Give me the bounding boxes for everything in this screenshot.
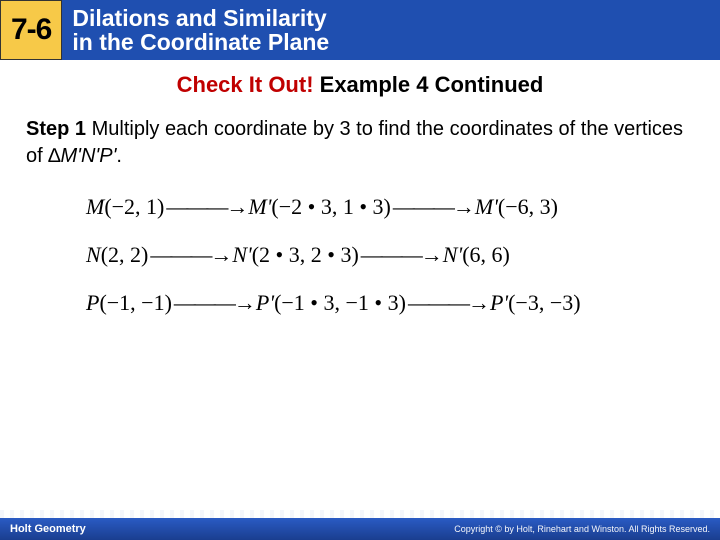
mid-var: N' (232, 242, 251, 267)
orig-coords: (2, 2) (101, 242, 149, 267)
lesson-number: 7-6 (11, 13, 51, 47)
step-body-1: Multiply each coordinate by 3 to find th… (26, 118, 683, 167)
orig-var: P (86, 290, 99, 315)
footer-copyright: Copyright © by Holt, Rinehart and Winsto… (454, 524, 710, 534)
slide-header: 7-6 Dilations and Similarity in the Coor… (0, 0, 720, 60)
example-subheading: Check It Out! Example 4 Continued (0, 72, 720, 98)
lesson-badge: 7-6 (0, 0, 62, 60)
step-text: Step 1 Multiply each coordinate by 3 to … (26, 116, 694, 170)
footer-pattern (0, 510, 720, 518)
mid-var: M' (248, 194, 271, 219)
lesson-title: Dilations and Similarity in the Coordina… (62, 0, 720, 60)
arrow-icon: ———→ (174, 290, 254, 315)
final-var: P' (490, 290, 508, 315)
arrow-icon: ———→ (408, 290, 488, 315)
orig-var: M (86, 194, 104, 219)
step-body-2: . (116, 145, 122, 167)
math-row: P(−1, −1)———→P'(−1 • 3, −1 • 3)———→P'(−3… (86, 290, 694, 316)
arrow-icon: ———→ (361, 242, 441, 267)
math-row: N(2, 2)———→N'(2 • 3, 2 • 3)———→N'(6, 6) (86, 242, 694, 268)
check-it-out-label: Check It Out! (177, 72, 314, 97)
arrow-icon: ———→ (150, 242, 230, 267)
math-row: M(−2, 1)———→M'(−2 • 3, 1 • 3)———→M'(−6, … (86, 194, 694, 220)
arrow-icon: ———→ (393, 194, 473, 219)
step-label: Step 1 (26, 118, 86, 140)
title-line-1: Dilations and Similarity (72, 6, 710, 30)
orig-coords: (−2, 1) (104, 194, 164, 219)
example-label: Example 4 Continued (314, 72, 544, 97)
footer-brand: Holt Geometry (10, 523, 86, 535)
orig-coords: (−1, −1) (99, 290, 171, 315)
orig-var: N (86, 242, 101, 267)
math-block: M(−2, 1)———→M'(−2 • 3, 1 • 3)———→M'(−6, … (26, 194, 694, 316)
content-area: Step 1 Multiply each coordinate by 3 to … (0, 98, 720, 316)
arrow-icon: ———→ (166, 194, 246, 219)
final-coords: (6, 6) (462, 242, 510, 267)
mid-coords: (−1 • 3, −1 • 3) (274, 290, 406, 315)
final-var: N' (443, 242, 462, 267)
mid-var: P' (256, 290, 274, 315)
triangle-name: M'N'P' (60, 145, 116, 167)
final-coords: (−3, −3) (508, 290, 580, 315)
footer-bar: Holt Geometry Copyright © by Holt, Rineh… (0, 518, 720, 540)
final-var: M' (475, 194, 498, 219)
mid-coords: (−2 • 3, 1 • 3) (271, 194, 390, 219)
title-line-2: in the Coordinate Plane (72, 30, 710, 54)
mid-coords: (2 • 3, 2 • 3) (252, 242, 359, 267)
final-coords: (−6, 3) (498, 194, 558, 219)
